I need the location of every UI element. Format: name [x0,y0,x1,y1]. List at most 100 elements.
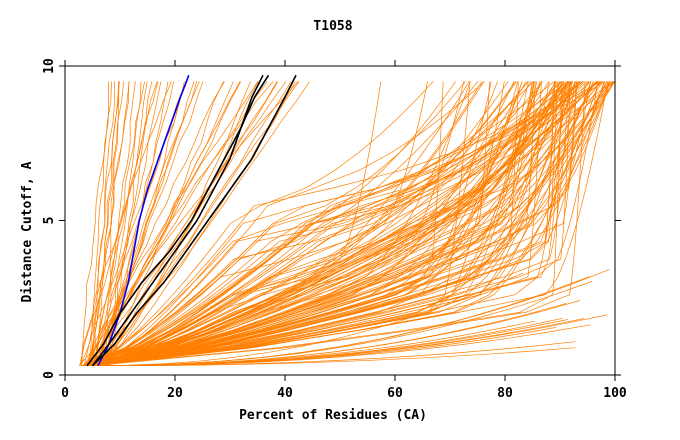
x-tick-label: 80 [497,386,513,401]
bundle-curve [81,81,172,366]
curve-bundle [78,81,616,367]
bundle-curve [99,81,292,366]
bundle-curve [94,300,580,367]
bundle-curve [97,81,148,366]
bundle-curve [81,81,555,367]
bundle-curve [90,81,610,367]
bundle-curve [97,81,573,367]
y-tick-label: 5 [42,217,57,225]
bundle-curve [89,281,593,367]
bundle-curve [94,81,485,367]
bundle-curve [85,81,535,367]
bundle-curve [95,81,444,367]
bundle-curve [97,81,518,367]
bundle-curve [93,81,608,367]
bundle-curve [97,81,259,366]
bundle-curve [81,81,614,367]
bundle-curve [81,81,532,367]
bundle-curve [93,81,529,367]
bundle-curve [85,81,611,367]
bundle-curve [86,81,259,366]
highlight-curve [86,74,270,367]
bundle-curve [96,81,471,367]
bundle-curve [90,81,120,366]
bundle-curve [88,81,434,367]
highlight-curves [86,74,297,367]
bundle-curve [87,81,299,366]
bundle-curve [95,81,485,367]
x-axis-label: Percent of Residues (CA) [239,408,427,423]
bundle-curve [86,81,533,367]
x-tick-label: 100 [603,386,627,401]
bundle-curve [82,81,574,367]
bundle-curve [96,81,600,367]
chart-title: T1058 [313,19,352,34]
y-axis: 0 5 10 [42,58,621,379]
bundle-curve [97,81,516,367]
bundle-curve [92,81,185,366]
bundle-curve [86,81,562,367]
bundle-curve [92,81,606,367]
bundle-curve [96,81,125,366]
y-tick-label: 10 [42,58,57,74]
bundle-curve [94,81,558,367]
bundle-curve [84,81,529,367]
bundle-curve [81,81,560,367]
bundle-curve [86,81,483,367]
y-tick-label: 0 [42,371,57,379]
bundle-curve [93,81,592,367]
highlight-curve [91,74,264,367]
bundle-curve [90,81,550,367]
x-tick-label: 60 [387,386,403,401]
x-tick-label: 20 [167,386,183,401]
bundle-curve [88,272,524,367]
bundle-curve [97,81,567,367]
bundle-curve [96,81,591,367]
bundle-curve [86,81,162,366]
bundle-curve [96,81,570,367]
bundle-curve [96,81,541,367]
bundle-curve [104,81,142,366]
bundle-curve [97,341,576,367]
highlight-curve [91,74,297,367]
bundle-curve [95,81,158,366]
x-tick-label: 40 [277,386,293,401]
reference-curve [97,75,190,367]
bundle-curve [102,81,296,366]
bundle-curve [96,81,470,367]
bundle-curve [93,81,527,367]
bundle-curve [99,81,136,366]
bundle-curve [95,81,608,367]
x-axis: 0 20 40 60 80 100 [61,60,627,401]
bundle-curve [88,81,456,367]
bundle-curve [82,81,519,367]
bundle-curve [88,81,590,367]
bundle-curve [84,81,609,367]
bundle-curve [81,81,581,367]
bundle-curve [81,81,465,367]
bundle-curve [91,81,535,367]
bundle-curve [87,81,195,366]
bundle-curve [95,81,601,367]
bundle-curve [95,81,599,367]
bundle-curve [104,81,279,366]
bundle-curve [85,81,584,367]
x-tick-label: 0 [61,386,69,401]
bundle-curve [85,81,557,367]
bundle-curve [89,81,564,367]
bundle-curve [83,81,597,367]
y-axis-label: Distance Cutoff, A [20,161,35,302]
bundle-curve [86,81,577,367]
bundle-curve [97,81,589,367]
bundle-curve [96,81,581,367]
bundle-curve [82,81,613,367]
bundle-curve [90,81,571,367]
bundle-curve [85,81,563,367]
bundle-curve [87,81,479,367]
bundle-curve [82,81,598,367]
bundle-curve [96,81,615,367]
bundle-curve [80,81,188,366]
bundle-curve [82,81,428,367]
bundle-curve [91,81,130,366]
